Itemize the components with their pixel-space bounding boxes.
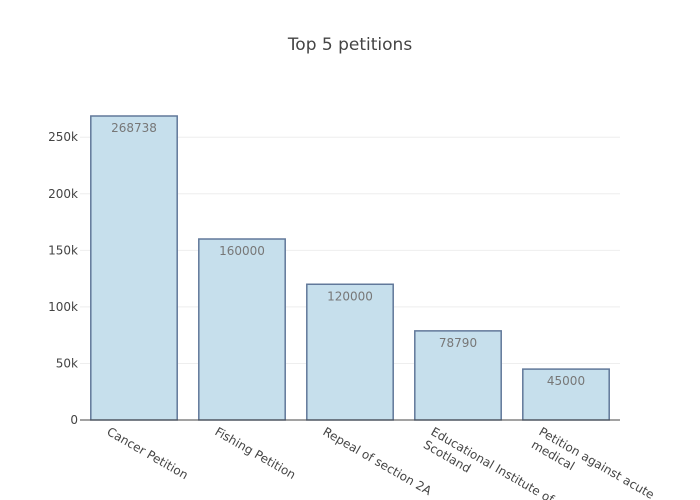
y-axis-ticks: 0 50k 100k 150k 200k 250k xyxy=(48,130,78,427)
bar xyxy=(306,283,394,421)
y-tick-label: 0 xyxy=(70,413,78,427)
bar-value-label: 268738 xyxy=(111,121,157,135)
x-tick-label: Repeal of section 2A xyxy=(321,424,435,498)
y-tick-label: 250k xyxy=(48,130,78,144)
chart-title: Top 5 petitions xyxy=(287,35,413,55)
y-tick-label: 150k xyxy=(48,243,78,257)
x-tick-label-line: Cancer Petition xyxy=(105,424,191,482)
value-labels: 268738 160000 120000 78790 45000 xyxy=(111,121,585,388)
x-tick-label: Fishing Petition xyxy=(213,424,299,482)
y-tick-label: 200k xyxy=(48,187,78,201)
bar xyxy=(414,330,502,421)
x-tick-label-line: Repeal of section 2A xyxy=(321,424,435,498)
bar-value-label: 120000 xyxy=(327,289,373,303)
y-tick-label: 50k xyxy=(56,356,78,370)
bars xyxy=(90,115,610,421)
bar-value-label: 45000 xyxy=(547,374,585,388)
x-axis-ticks: Cancer Petition Fishing Petition Repeal of… xyxy=(105,424,657,500)
bar xyxy=(90,115,178,421)
bar-value-label: 160000 xyxy=(219,244,265,258)
x-tick-label-line: Fishing Petition xyxy=(213,424,299,482)
bar xyxy=(198,238,286,421)
x-tick-label: Cancer Petition xyxy=(105,424,191,482)
y-tick-label: 100k xyxy=(48,300,78,314)
bar-value-label: 78790 xyxy=(439,336,477,350)
